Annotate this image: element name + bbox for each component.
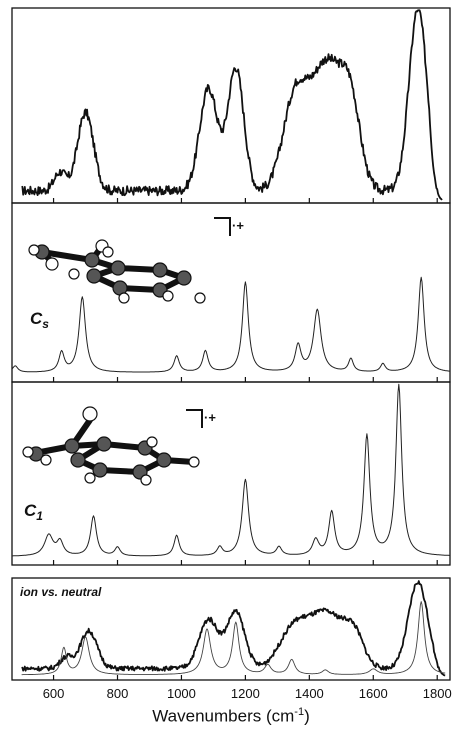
panel-frame-c1 (11, 381, 451, 566)
cs-charge-symbol: ·+ (232, 218, 244, 233)
x-tick-label: 1800 (423, 686, 452, 701)
x-tick-label: 1600 (359, 686, 388, 701)
cs-calculated-spectrum-line (11, 276, 451, 373)
x-axis-label: Wavenumbers (cm-1) (0, 706, 462, 727)
x-tick-label: 1400 (295, 686, 324, 701)
x-tick-label: 600 (43, 686, 65, 701)
x-tick-label: 800 (107, 686, 129, 701)
neutral-spectrum-line (21, 601, 446, 676)
c1-panel-label: C1 (24, 501, 43, 523)
x-axis-ticks: 600 800 1000 1200 1400 1600 1800 (43, 198, 452, 701)
ion-spectrum-line (21, 580, 446, 677)
cs-molecule-structure (28, 239, 206, 304)
c1-charge-symbol: ·+ (204, 410, 216, 425)
cs-charge-bracket (214, 217, 231, 236)
comparison-legend: ion vs. neutral (20, 585, 102, 599)
panel-frame-experimental (11, 7, 451, 204)
panel-frame-comparison (11, 577, 451, 681)
x-axis-label-close: ) (304, 706, 310, 726)
x-axis-label-exponent: -1 (294, 706, 305, 718)
c1-charge-bracket (186, 409, 203, 428)
c1-calculated-spectrum-line (12, 383, 450, 557)
x-axis-label-text: Wavenumbers (cm (152, 706, 295, 726)
x-tick-label: 1000 (167, 686, 196, 701)
c1-molecule-structure (22, 406, 200, 486)
x-tick-label: 1200 (231, 686, 260, 701)
cs-panel-label: Cs (30, 309, 49, 331)
experimental-spectrum-line (21, 9, 443, 201)
